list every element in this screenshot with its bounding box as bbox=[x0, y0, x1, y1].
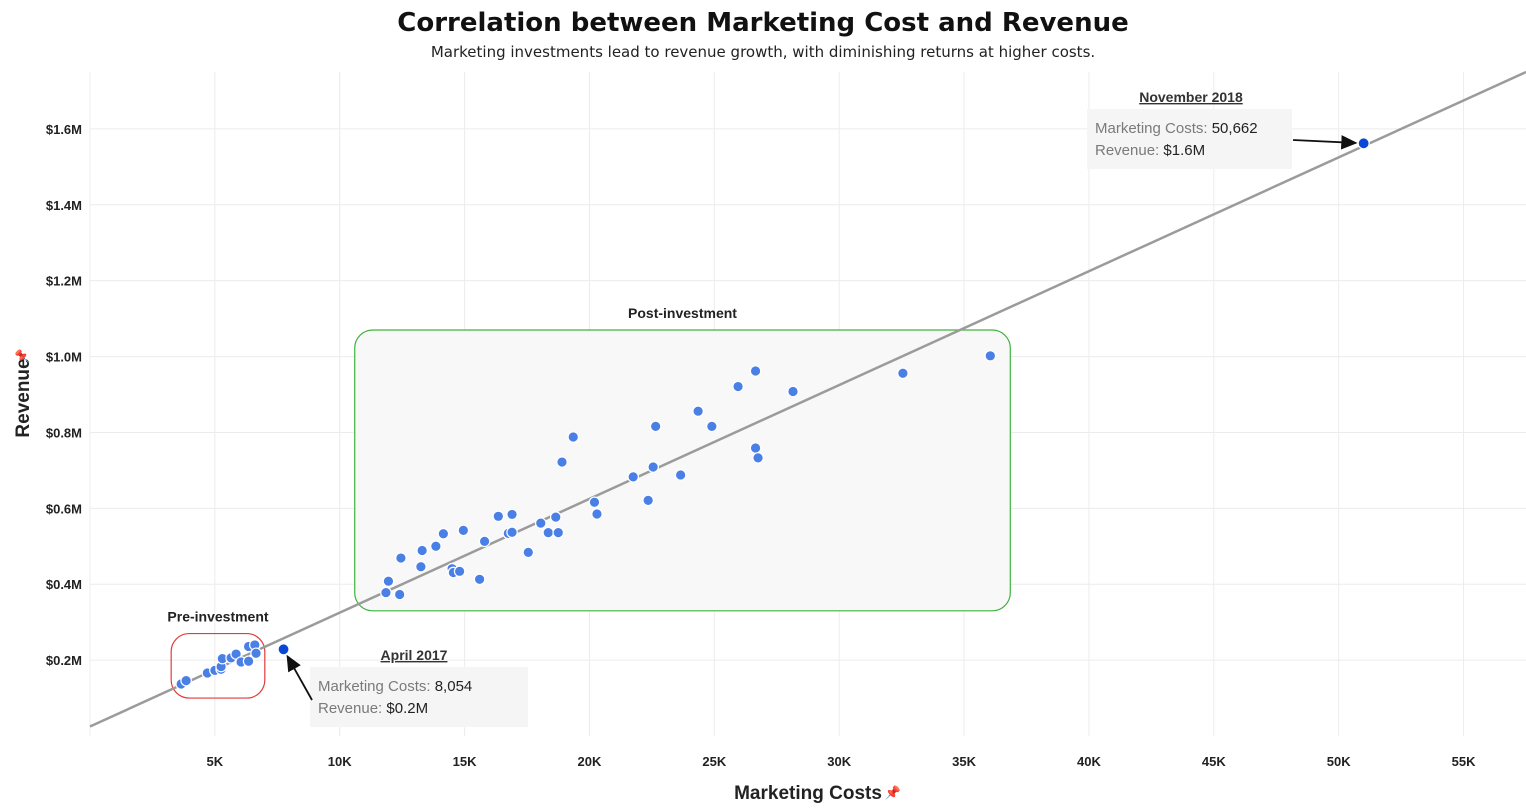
data-point bbox=[732, 380, 744, 393]
data-point bbox=[627, 471, 639, 483]
y-axis-title: Revenue bbox=[13, 358, 34, 437]
data-point bbox=[382, 575, 395, 587]
data-point bbox=[984, 350, 997, 362]
y-tick-label: $0.2M bbox=[46, 653, 82, 668]
x-tick-label: 25K bbox=[702, 754, 726, 769]
y-tick-label: $1.4M bbox=[46, 198, 82, 213]
callout-revenue: Revenue: $0.2M bbox=[318, 700, 428, 717]
x-axis-ticks: 5K 10K 15K 20K 25K 30K 35K 40K 45K 50K 55K bbox=[207, 754, 1477, 769]
callout-date: November 2018 bbox=[1139, 89, 1243, 105]
y-tick-label: $1.2M bbox=[46, 274, 82, 289]
x-axis-title: Marketing Costs bbox=[734, 783, 882, 804]
x-tick-label: 10K bbox=[328, 754, 352, 769]
region-label: Pre-investment bbox=[167, 609, 268, 625]
callout-date: April 2017 bbox=[381, 647, 448, 663]
data-point bbox=[787, 385, 799, 398]
chart-title: Correlation between Marketing Cost and R… bbox=[397, 8, 1129, 38]
data-point bbox=[534, 517, 547, 529]
callout-revenue: Revenue: $1.6M bbox=[1095, 142, 1205, 159]
data-point bbox=[567, 431, 580, 443]
data-point bbox=[437, 527, 450, 540]
data-point bbox=[749, 365, 762, 377]
x-tick-label: 15K bbox=[453, 754, 477, 769]
data-point bbox=[591, 508, 603, 520]
x-tick-label: 5K bbox=[207, 754, 224, 769]
data-point bbox=[430, 540, 442, 553]
y-tick-label: $1.6M bbox=[46, 122, 82, 137]
callout-arrow bbox=[286, 654, 313, 701]
data-point bbox=[393, 588, 406, 601]
x-tick-label: 55K bbox=[1452, 754, 1476, 769]
data-point bbox=[649, 420, 662, 433]
data-point bbox=[492, 510, 505, 523]
data-point bbox=[478, 535, 491, 548]
callout-arrow bbox=[1292, 135, 1358, 150]
data-point bbox=[556, 456, 568, 468]
y-axis-ticks: $0.2M $0.4M $0.6M $0.8M $1.0M $1.2M $1.4M $1.6M bbox=[46, 122, 82, 668]
callout-cost: Marketing Costs: 8,054 bbox=[318, 678, 472, 695]
data-point bbox=[549, 511, 562, 523]
x-tick-label: 45K bbox=[1202, 754, 1226, 769]
data-point bbox=[457, 524, 470, 537]
data-point bbox=[180, 674, 192, 687]
data-point bbox=[552, 526, 565, 539]
data-point bbox=[395, 552, 407, 564]
axis-titles: Marketing Costs 📌Revenue📌 bbox=[13, 348, 901, 804]
callout-box bbox=[1087, 109, 1292, 169]
data-point bbox=[506, 526, 518, 539]
x-tick-label: 30K bbox=[827, 754, 851, 769]
data-point bbox=[647, 461, 659, 473]
highlight-annotations: April 2017 Marketing Costs: 8,054 Revenue:… bbox=[277, 89, 1370, 727]
data-point bbox=[706, 420, 718, 433]
pin-icon: 📌 bbox=[885, 784, 901, 801]
data-point bbox=[415, 560, 427, 573]
data-point bbox=[453, 565, 466, 578]
data-point bbox=[522, 546, 535, 559]
callout-cost: Marketing Costs: 50,662 bbox=[1095, 120, 1258, 137]
data-point bbox=[674, 469, 687, 481]
chart-subtitle: Marketing investments lead to revenue gr… bbox=[430, 43, 1096, 61]
data-point bbox=[749, 442, 762, 454]
data-point bbox=[752, 452, 764, 464]
data-point bbox=[588, 496, 601, 509]
callout-box bbox=[310, 667, 528, 727]
x-tick-label: 50K bbox=[1327, 754, 1351, 769]
x-tick-label: 20K bbox=[578, 754, 602, 769]
y-tick-label: $0.4M bbox=[46, 577, 82, 592]
y-tick-label: $0.8M bbox=[46, 425, 82, 440]
highlight-point bbox=[277, 643, 290, 656]
highlight-point bbox=[1357, 137, 1370, 150]
x-tick-label: 35K bbox=[952, 754, 976, 769]
data-point bbox=[897, 367, 909, 380]
y-tick-label: $0.6M bbox=[46, 501, 82, 516]
x-tick-label: 40K bbox=[1077, 754, 1101, 769]
data-point bbox=[506, 508, 518, 521]
y-tick-label: $1.0M bbox=[46, 350, 82, 365]
data-point bbox=[542, 526, 555, 539]
data-points bbox=[175, 350, 997, 690]
data-point bbox=[242, 655, 255, 668]
data-point bbox=[250, 647, 262, 660]
data-point bbox=[692, 405, 704, 418]
region-label: Post-investment bbox=[628, 305, 737, 321]
trend-line bbox=[89, 70, 1526, 728]
pin-icon: 📌 bbox=[14, 348, 29, 363]
region-box bbox=[170, 632, 266, 699]
data-point bbox=[642, 494, 654, 507]
data-point bbox=[416, 544, 428, 557]
data-point bbox=[473, 573, 486, 586]
data-point bbox=[380, 586, 392, 599]
